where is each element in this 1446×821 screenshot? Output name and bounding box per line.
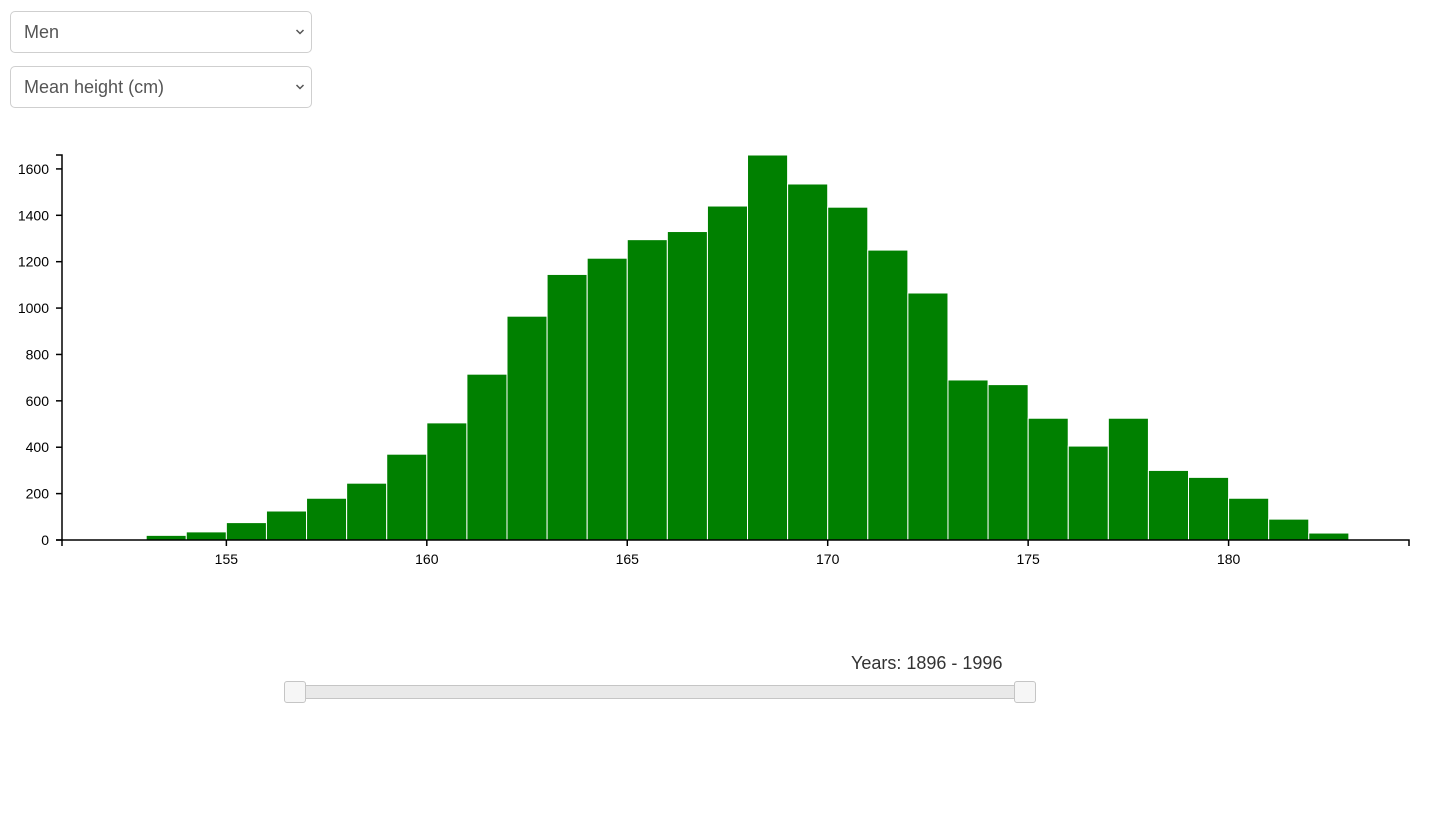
x-tick-label: 155 (215, 551, 239, 567)
histogram-bar-25 (1147, 469, 1190, 541)
x-axis-line (61, 539, 1410, 546)
histogram-bar-29 (1308, 532, 1350, 541)
chevron-down-icon (295, 12, 305, 52)
metric-select[interactable]: Mean height (cm) (10, 66, 312, 108)
histogram-bar-23 (1067, 445, 1109, 541)
x-tick-label: 160 (415, 551, 439, 567)
x-tick-label: 175 (1016, 551, 1040, 567)
gender-select-value: Men (24, 22, 60, 42)
y-axis-line (56, 154, 63, 541)
x-axis: 155 160 165 170 175 180 (61, 539, 1410, 567)
histogram-bar-22 (1027, 417, 1069, 541)
year-range-slider-track[interactable] (296, 685, 1026, 699)
y-tick-label: 600 (26, 393, 50, 409)
histogram-bar-14 (706, 205, 749, 541)
metric-select-value: Mean height (cm) (24, 77, 165, 97)
y-tick-label: 200 (26, 486, 50, 502)
histogram-bar-7 (426, 422, 468, 541)
x-tick-label: 165 (616, 551, 640, 567)
histogram-bar-10 (546, 273, 588, 541)
histogram-bar-18 (867, 249, 909, 541)
histogram-bar-21 (987, 384, 1029, 541)
histogram-bar-8 (466, 373, 508, 541)
x-tick-label: 170 (816, 551, 840, 567)
histogram-bar-19 (907, 292, 949, 541)
gender-select[interactable]: Men (10, 11, 312, 53)
x-tick-label: 180 (1217, 551, 1241, 567)
histogram-bar-16 (787, 183, 829, 541)
y-axis: 0 200 400 600 800 1000 1200 1400 1600 (18, 154, 63, 548)
y-tick-label: 400 (26, 439, 50, 455)
histogram-bar-1 (185, 531, 227, 541)
y-tick-label: 1600 (18, 161, 49, 177)
year-slider-min-handle[interactable] (284, 681, 306, 703)
y-tick-label: 800 (26, 346, 50, 362)
years-range-label: Years: 1896 - 1996 (851, 653, 1003, 673)
histogram-bar-2 (225, 522, 267, 541)
histogram-bar-17 (827, 206, 869, 541)
year-slider-max-handle[interactable] (1014, 681, 1036, 703)
histogram-bar-5 (346, 482, 388, 541)
bars-group (145, 154, 1350, 541)
y-tick-label: 1400 (18, 207, 49, 223)
histogram-bar-4 (306, 497, 348, 541)
histogram-bar-15 (747, 154, 789, 541)
histogram-bar-24 (1107, 417, 1149, 541)
histogram-bar-28 (1268, 518, 1310, 541)
histogram-bar-9 (506, 315, 548, 541)
histogram-bar-6 (386, 453, 428, 541)
histogram-bar-11 (586, 257, 628, 541)
histogram-bar-12 (626, 239, 668, 541)
y-tick-label: 0 (41, 532, 49, 548)
histogram-bar-26 (1188, 476, 1230, 541)
histogram-bar-27 (1228, 497, 1270, 541)
histogram-bar-20 (947, 379, 989, 541)
chevron-down-icon (295, 67, 305, 107)
histogram-bar-3 (265, 510, 308, 541)
histogram-bar-13 (666, 231, 708, 541)
y-tick-label: 1200 (18, 254, 49, 270)
y-tick-label: 1000 (18, 300, 49, 316)
